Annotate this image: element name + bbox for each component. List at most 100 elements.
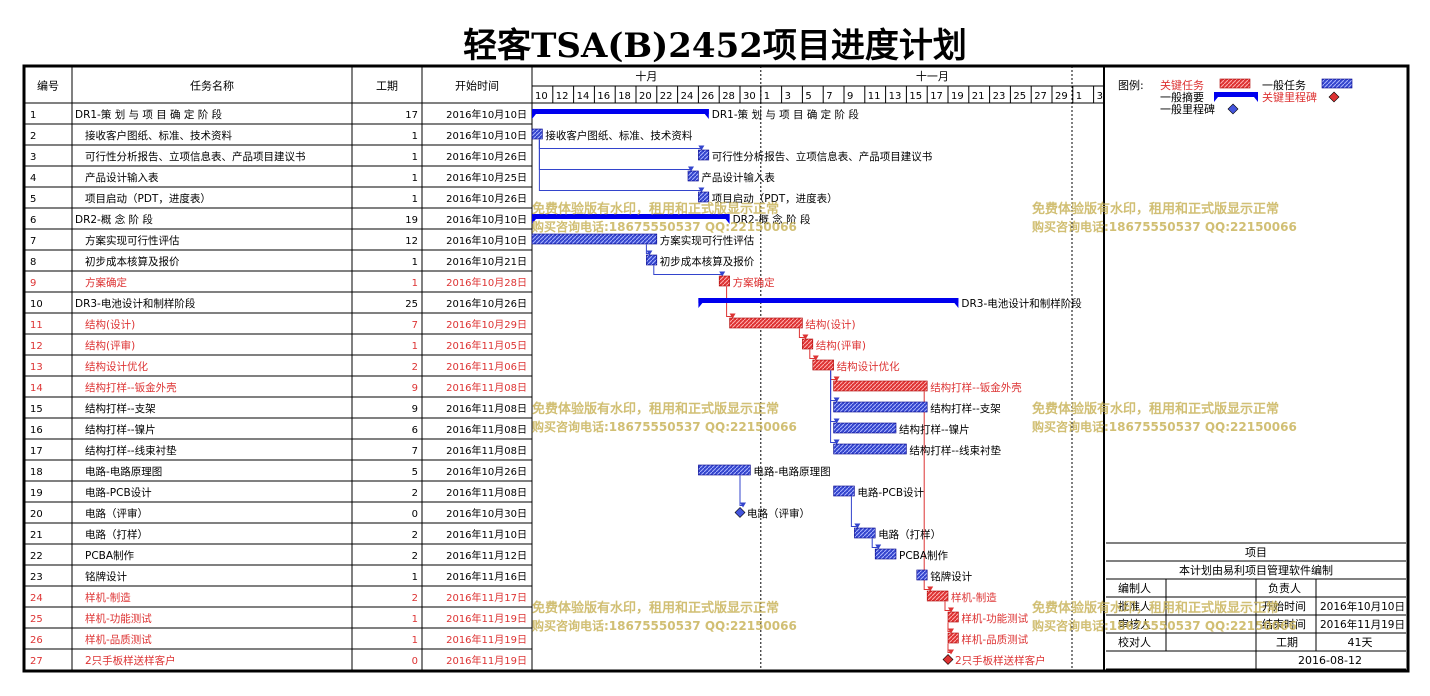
day-tick-label: 27 <box>1034 91 1047 102</box>
dependency-arrow <box>729 313 736 319</box>
day-tick-label: 5 <box>805 91 811 102</box>
task-id: 2 <box>30 131 36 142</box>
task-bar <box>812 359 834 371</box>
dependency-link <box>739 475 743 506</box>
dependency-link <box>944 601 951 611</box>
task-name: 项目启动（PDT，进度表） <box>85 192 211 205</box>
task-duration: 2 <box>412 488 418 499</box>
task-name: 接收客户图纸、标准、技术资料 <box>85 129 232 142</box>
task-bar <box>531 128 543 140</box>
bar-label: 项目启动（PDT，进度表） <box>712 192 838 205</box>
watermark-line2: 购买咨询电话:18675550537 QQ:22150066 <box>532 419 797 434</box>
watermark-line1: 免费体验版有水印，租用和正式版显示正常 <box>532 201 779 217</box>
info-end-time: 结束时间 <box>1262 618 1306 631</box>
header-id: 编号 <box>37 79 59 93</box>
task-duration: 2 <box>412 551 418 562</box>
watermark-line2: 购买咨询电话:18675550537 QQ:22150066 <box>532 219 797 234</box>
task-bar <box>646 254 658 266</box>
task-bar <box>698 464 751 476</box>
dependency-link <box>726 286 733 317</box>
day-tick-label: 23 <box>993 91 1006 102</box>
day-tick-label: 3 <box>1097 91 1103 102</box>
task-start: 2016年11月17日 <box>446 591 527 604</box>
watermark-line1: 免费体验版有水印，租用和正式版显示正常 <box>1032 401 1279 417</box>
day-tick-label: 18 <box>618 91 631 102</box>
legend-summary: 一般摘要 <box>1160 90 1204 104</box>
day-tick-label: 22 <box>660 91 673 102</box>
task-id: 6 <box>30 215 36 226</box>
task-duration: 9 <box>412 383 418 394</box>
task-start: 2016年11月08日 <box>446 381 527 394</box>
task-id: 25 <box>30 614 43 625</box>
bar-label: 样机-制造 <box>951 591 997 604</box>
watermark-line2: 购买咨询电话:18675550537 QQ:22150066 <box>532 618 797 633</box>
dependency-arrow <box>688 166 694 172</box>
legend-normal-task: 一般任务 <box>1262 79 1306 92</box>
task-id: 13 <box>30 362 43 373</box>
dependency-arrow <box>948 649 954 655</box>
task-id: 5 <box>30 194 36 205</box>
task-duration: 25 <box>405 299 418 310</box>
bar-label: 接收客户图纸、标准、技术资料 <box>545 129 692 142</box>
task-start: 2016年10月28日 <box>446 276 527 289</box>
task-name: 电路-PCB设计 <box>85 486 152 499</box>
task-id: 14 <box>30 383 43 394</box>
task-start: 2016年10月30日 <box>446 507 527 520</box>
legend-summary-cap-right <box>1250 92 1258 102</box>
legend-summary-cap-left <box>1214 92 1222 102</box>
task-bar <box>698 149 710 161</box>
day-tick-label: 19 <box>951 91 964 102</box>
task-duration: 1 <box>412 572 418 583</box>
legend-normal-swatch <box>1321 78 1353 89</box>
task-bar <box>947 611 959 623</box>
task-duration: 1 <box>412 341 418 352</box>
dependency-arrow <box>927 586 934 592</box>
dependency-arrow <box>875 544 882 550</box>
dependency-link <box>830 370 837 443</box>
task-bar <box>874 548 897 560</box>
task-start: 2016年11月08日 <box>446 423 527 436</box>
task-start: 2016年10月10日 <box>446 234 527 247</box>
dependency-link <box>923 391 931 590</box>
task-id: 7 <box>30 236 36 247</box>
dependency-arrow <box>698 145 705 151</box>
day-tick-label: 13 <box>889 91 902 102</box>
task-bar <box>833 422 897 434</box>
task-bar <box>947 632 959 644</box>
task-name: 结构打样--镍片 <box>85 423 156 436</box>
dependency-arrow <box>833 376 840 382</box>
task-duration: 1 <box>412 173 418 184</box>
legend-critical-milestone: 关键里程碑 <box>1262 90 1317 104</box>
task-duration: 17 <box>405 110 418 121</box>
watermark-line2: 购买咨询电话:18675550537 QQ:22150066 <box>1032 219 1297 234</box>
bar-label: DR3-电池设计和制样阶段 <box>961 297 1082 310</box>
task-duration: 1 <box>412 194 418 205</box>
task-duration: 1 <box>412 257 418 268</box>
day-tick-label: 26 <box>701 91 714 102</box>
day-tick-label: 15 <box>909 91 922 102</box>
bar-label: 可行性分析报告、立项信息表、产品项目建议书 <box>712 150 933 163</box>
task-bar <box>926 590 949 602</box>
dependency-arrow <box>698 187 705 193</box>
bar-label: 结构打样--镍片 <box>899 423 970 436</box>
day-tick-label: 17 <box>930 91 943 102</box>
day-tick-label: 1 <box>764 91 770 102</box>
task-duration: 12 <box>405 236 418 247</box>
task-start: 2016年11月19日 <box>446 654 527 667</box>
summary-cap-right <box>700 109 709 119</box>
task-duration: 1 <box>412 635 418 646</box>
dependency-link <box>538 139 702 191</box>
info-prepared-by: 编制人 <box>1118 581 1151 595</box>
task-id: 18 <box>30 467 43 478</box>
task-id: 27 <box>30 656 43 667</box>
task-name: 方案确定 <box>85 276 127 289</box>
day-tick-label: 24 <box>681 91 694 102</box>
task-duration: 9 <box>412 404 418 415</box>
watermark-line2: 购买咨询电话:18675550537 QQ:22150066 <box>1032 419 1297 434</box>
task-bar <box>833 401 928 413</box>
day-tick-label: 21 <box>972 91 985 102</box>
page-title: 轻客TSA(B)2452项目进度计划 <box>463 26 967 66</box>
task-bar <box>729 317 803 329</box>
day-tick-label: 28 <box>722 91 735 102</box>
task-name: 方案实现可行性评估 <box>85 234 180 247</box>
